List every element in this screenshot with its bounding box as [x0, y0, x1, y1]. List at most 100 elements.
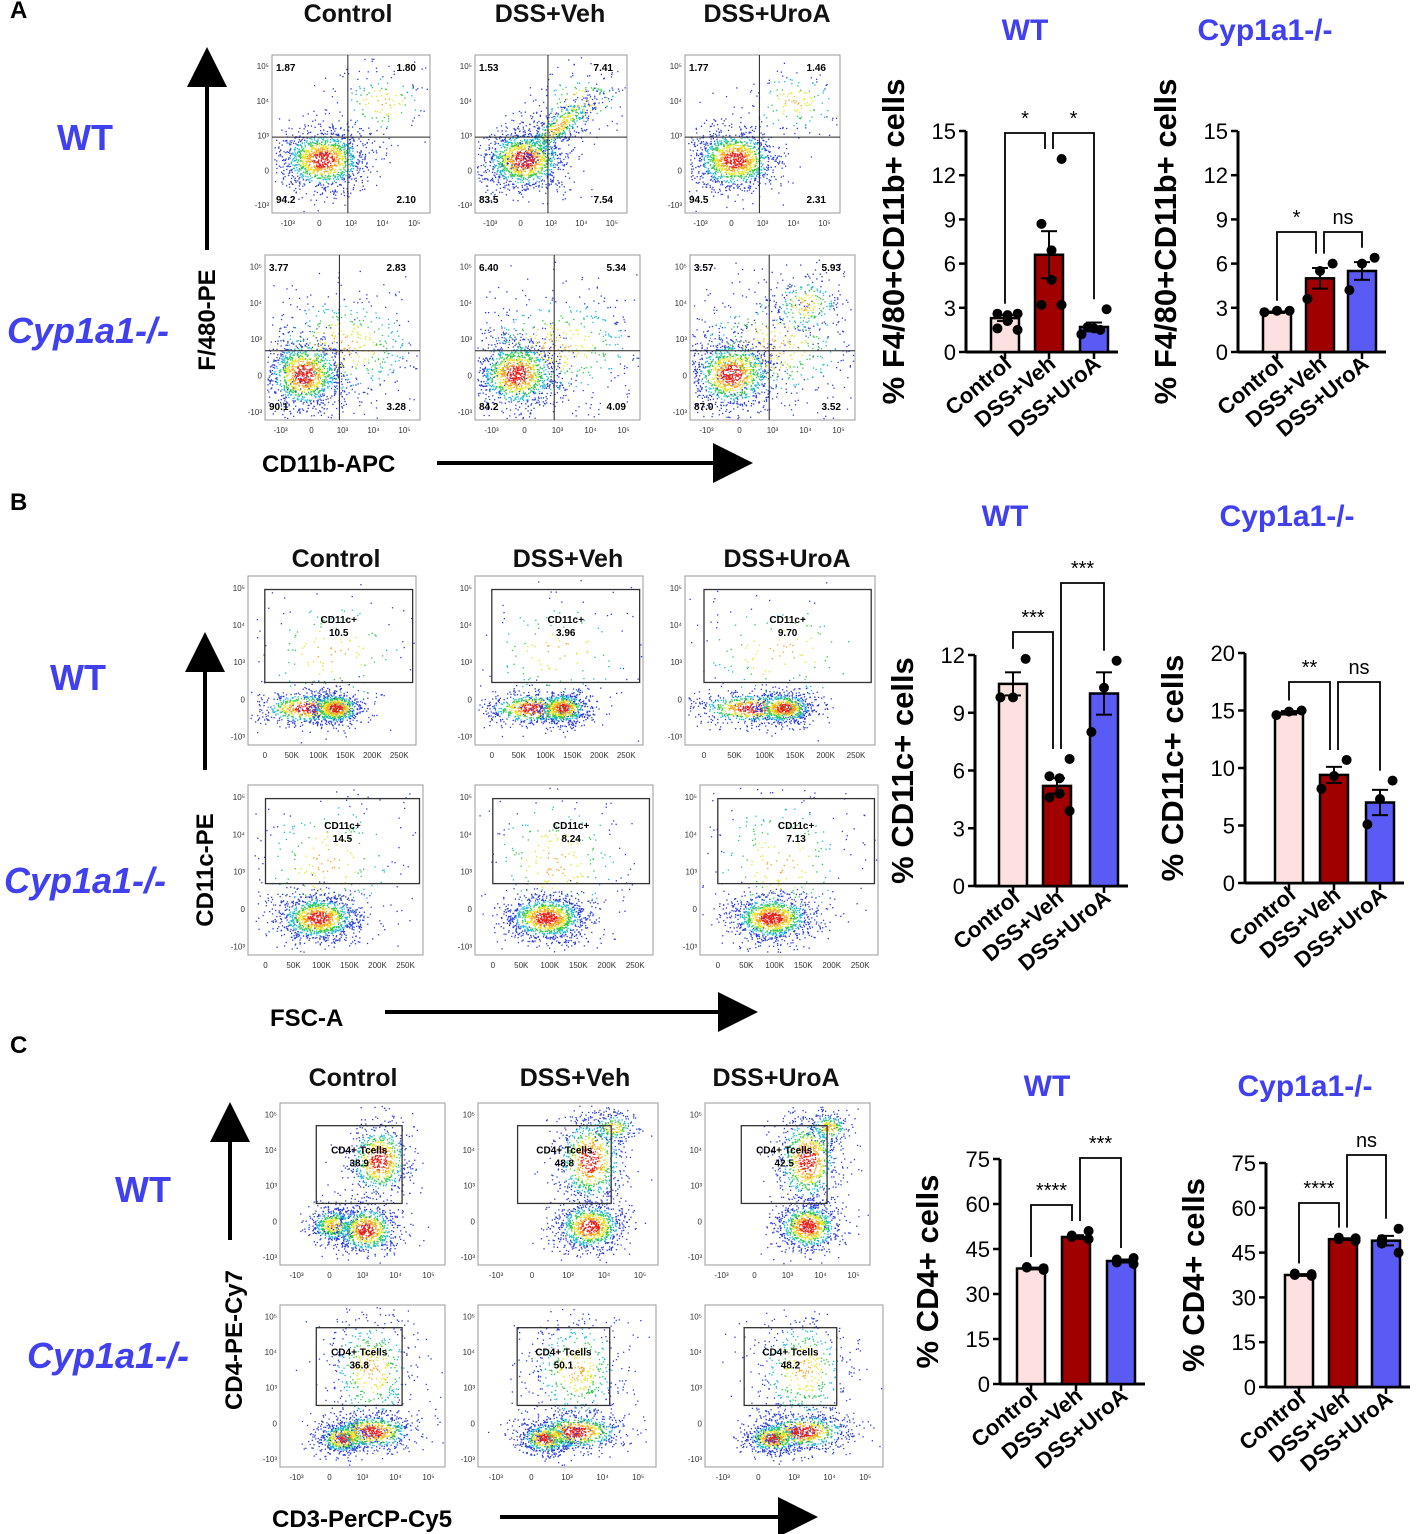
x-tick-label: 10³	[552, 426, 564, 435]
y-tick-label: 10⁴	[233, 621, 246, 630]
x-tick-label: 150K	[569, 961, 588, 970]
flow-plot: CD11c+3.960 50K 100K 150K 200K 250K-10³010³10…	[458, 576, 643, 760]
significance-label: ***	[1071, 558, 1095, 580]
data-point	[1086, 727, 1096, 737]
data-point	[1344, 285, 1354, 295]
y-tick-label: 10⁴	[463, 1348, 476, 1357]
quadrant-value-ur: 5.93	[822, 263, 842, 274]
y-tick-label: 60	[966, 1192, 990, 1217]
y-tick-label: 0	[978, 1372, 990, 1397]
y-tick-label: 10³	[463, 1182, 475, 1191]
data-point	[1055, 789, 1065, 799]
gate-label: CD11c+	[548, 615, 585, 626]
y-tick-label: 0	[273, 1419, 278, 1428]
data-point	[1328, 259, 1338, 269]
panel-letter: B	[10, 489, 27, 516]
data-point	[1057, 300, 1067, 310]
x-tick-label: 10³	[561, 1473, 573, 1482]
y-tick-label: 10⁵	[685, 793, 697, 802]
gate-label: CD4+ Tcells	[762, 1348, 819, 1359]
y-tick-label: 75	[1232, 1151, 1256, 1176]
x-tick-label: 200K	[590, 751, 609, 760]
gate-value: 48.2	[781, 1361, 801, 1372]
gate-label: CD11c+	[769, 615, 806, 626]
y-tick-label: 3	[944, 296, 956, 321]
x-tick-label: 10³	[345, 219, 357, 228]
y-tick-label: -10³	[263, 1455, 278, 1464]
y-tick-label: 10⁵	[460, 584, 472, 593]
data-point	[1057, 154, 1067, 164]
y-tick-label: 0	[471, 1419, 476, 1428]
data-point	[1272, 306, 1282, 316]
y-tick-label: 0	[1244, 1375, 1256, 1400]
x-tick-label: 0	[752, 1271, 757, 1280]
data-point	[1342, 755, 1352, 765]
bar	[1275, 713, 1303, 883]
y-axis-label: % CD11c+ cells	[885, 657, 920, 884]
y-tick-label: 10⁵	[233, 793, 245, 802]
y-tick-label: 10⁵	[233, 584, 245, 593]
data-point	[1067, 1232, 1077, 1242]
y-tick-label: 6	[1216, 252, 1228, 277]
y-tick-label: 10⁵	[670, 584, 682, 593]
y-tick-label: 10³	[460, 132, 472, 141]
bar	[1285, 1275, 1313, 1387]
x-tick-label: 150K	[340, 961, 359, 970]
y-tick-label: 10³	[670, 132, 682, 141]
data-point	[1013, 325, 1023, 335]
y-tick-label: 10⁴	[690, 1146, 703, 1155]
data-point	[1370, 253, 1380, 263]
y-tick-label: 10⁴	[233, 830, 246, 839]
y-tick-label: 10⁵	[265, 1312, 277, 1321]
significance-label: ****	[1036, 1180, 1067, 1202]
x-tick-label: 10³	[782, 1271, 794, 1280]
data-point	[1076, 329, 1086, 339]
y-tick-label: -10³	[458, 408, 473, 417]
y-tick-label: 12	[941, 643, 965, 668]
y-tick-label: -10³	[255, 201, 270, 210]
x-tick-label: 0	[702, 751, 707, 760]
plot-frame	[478, 1103, 658, 1265]
x-tick-label: -10³	[699, 426, 714, 435]
y-tick-label: 10⁴	[460, 299, 473, 308]
gate-label: CD11c+	[321, 615, 358, 626]
gate-value: 10.5	[329, 628, 349, 639]
x-tick-label: 0	[729, 219, 734, 228]
data-point	[1044, 792, 1054, 802]
data-point	[1271, 710, 1281, 720]
data-point	[1112, 656, 1122, 666]
y-tick-label: 15	[966, 1327, 990, 1352]
data-point	[1055, 773, 1065, 783]
gate-value: 50.1	[554, 1361, 574, 1372]
x-tick-label: 250K	[617, 751, 636, 760]
x-tick-label: 250K	[847, 751, 866, 760]
x-tick-label: 50K	[727, 751, 742, 760]
data-point	[1362, 819, 1372, 829]
y-tick-label: 10⁵	[463, 1110, 475, 1119]
y-tick-label: 0	[1223, 871, 1235, 896]
x-tick-label: 10⁴	[389, 1473, 402, 1482]
y-tick-label: 9	[944, 207, 956, 232]
quadrant-value-lr: 2.10	[397, 195, 417, 206]
chart-title: WT	[1024, 1070, 1071, 1103]
x-tick-label: 0	[490, 751, 495, 760]
y-tick-label: -10³	[461, 1455, 476, 1464]
x-tick-label: 10³	[545, 219, 557, 228]
quadrant-value-ur: 2.83	[387, 263, 407, 274]
y-tick-label: 10⁴	[463, 1146, 476, 1155]
x-tick-label: 10⁴	[799, 426, 812, 435]
y-tick-label: 10³	[690, 1182, 702, 1191]
y-tick-label: 10⁴	[690, 1348, 703, 1357]
data-point	[1065, 806, 1075, 816]
y-tick-label: 0	[678, 166, 683, 175]
row-label-genotype: Cyp1a1-/-	[27, 1335, 189, 1376]
y-tick-label: -10³	[688, 1253, 703, 1262]
bar	[1090, 694, 1118, 887]
y-tick-label: 12	[1204, 163, 1228, 188]
x-tick-label: 150K	[336, 751, 355, 760]
x-tick-label: 250K	[396, 961, 415, 970]
data-point	[1102, 304, 1112, 314]
chart-title: Cyp1a1-/-	[1219, 500, 1354, 533]
